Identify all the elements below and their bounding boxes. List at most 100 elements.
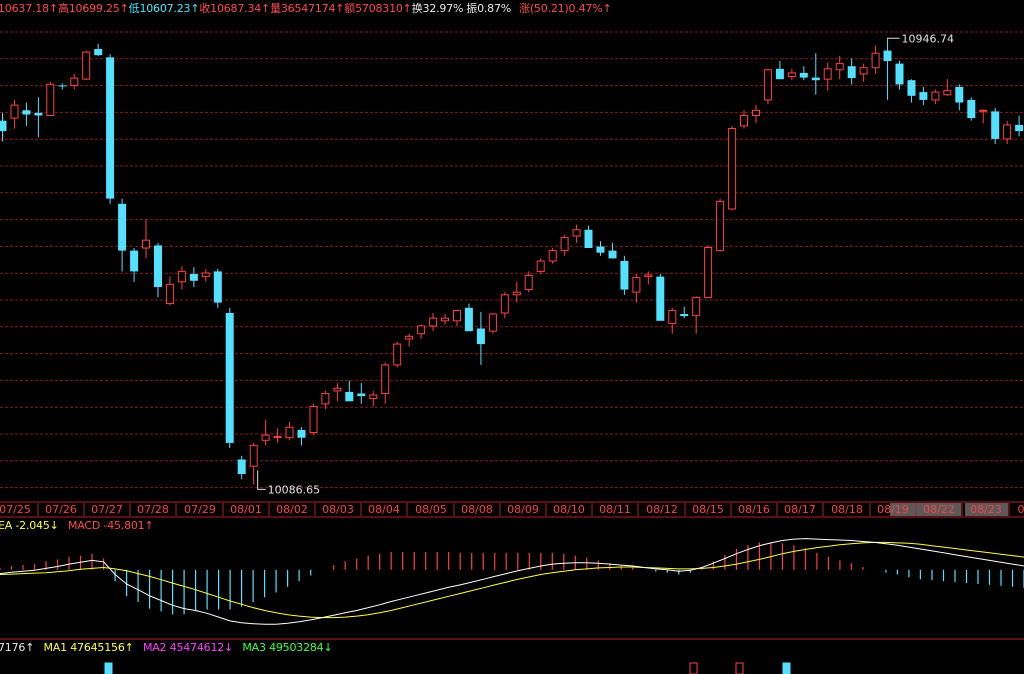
volume-info-bar: 7176↑ MA1 47645156↑ MA2 45474612↓ MA3 49… <box>0 641 333 654</box>
date-label: 08/15 <box>692 503 724 516</box>
candle <box>740 110 748 129</box>
amplitude-value: 0.87% <box>477 2 512 15</box>
candle <box>177 266 186 290</box>
candle <box>0 112 7 142</box>
date-label: 08/01 <box>230 503 262 516</box>
candle <box>548 248 557 264</box>
candle <box>775 61 784 80</box>
candle <box>811 53 820 95</box>
candle <box>919 86 928 106</box>
candle <box>787 68 796 81</box>
volume-bar <box>689 662 698 674</box>
candle <box>512 281 521 303</box>
change-value: (50.21)0.47%↑ <box>529 2 612 15</box>
candle <box>213 268 222 308</box>
candle <box>955 84 964 111</box>
candle <box>273 428 282 443</box>
volume-value: 36547174↑ <box>280 2 345 15</box>
candle <box>752 105 760 124</box>
candle <box>967 97 976 121</box>
candle <box>524 271 533 293</box>
date-label: 08/11 <box>599 503 631 516</box>
date-label: 07/26 <box>45 503 77 516</box>
candle <box>799 66 808 81</box>
candle <box>189 267 198 287</box>
candle <box>871 45 880 74</box>
date-label: 0 <box>1018 503 1024 516</box>
candle <box>369 390 378 407</box>
dea-value: EA -2.045↓ <box>0 519 59 532</box>
candle <box>46 81 55 117</box>
date-label: 08/19 <box>877 503 909 516</box>
low-value: 10607.23↑ <box>139 2 200 15</box>
high-label: 高 <box>57 2 69 15</box>
low-marker-label: 10086.65 <box>268 483 321 496</box>
candle <box>261 419 270 446</box>
amplitude-label: 振 <box>466 2 478 15</box>
candle <box>979 109 988 124</box>
macd-panel <box>0 538 1024 625</box>
price-info-bar: 10637.18↑高10699.25↑低10607.23↑收10687.34↑量… <box>0 0 612 16</box>
low-marker-line <box>257 470 266 490</box>
candle <box>225 307 234 448</box>
candle <box>464 303 473 332</box>
candle <box>620 255 629 295</box>
ma3-value: MA3 49503284↓ <box>242 641 333 654</box>
candle <box>142 219 150 259</box>
candle <box>823 62 832 91</box>
candle <box>321 390 330 410</box>
candle <box>357 383 366 404</box>
candle <box>453 309 461 326</box>
candle <box>82 50 91 81</box>
candle <box>34 97 43 138</box>
volume-bar <box>104 662 113 674</box>
turnover-label: 换 <box>411 2 423 15</box>
candle <box>333 383 342 402</box>
candle <box>10 99 19 129</box>
date-highlight <box>965 503 1008 516</box>
dea-line <box>0 541 1024 619</box>
candle <box>154 242 162 298</box>
high-value: 10699.25↑ <box>68 2 129 15</box>
candle <box>907 79 916 103</box>
candle <box>1015 115 1024 137</box>
volume-label: 量 <box>270 2 281 15</box>
date-label: 07/29 <box>184 503 216 516</box>
candle <box>704 245 713 299</box>
date-label: 08/22 <box>923 503 955 516</box>
amount-label: 额 <box>344 2 356 15</box>
candle <box>632 274 641 303</box>
candle <box>584 225 593 248</box>
candle <box>668 307 677 334</box>
dif-line <box>0 538 1024 625</box>
low-label: 低 <box>128 2 140 15</box>
candle <box>309 403 318 436</box>
date-label: 08/04 <box>368 503 400 516</box>
candle <box>405 333 414 347</box>
candle <box>201 268 210 282</box>
price-grid <box>0 31 1024 640</box>
candle <box>991 107 1000 145</box>
volume-bar <box>735 662 744 674</box>
volume-panel <box>104 662 791 674</box>
candle <box>883 39 892 100</box>
ma1-value: MA1 47645156↑ <box>43 641 134 654</box>
date-label: 08/05 <box>415 503 447 516</box>
candle <box>1003 120 1012 145</box>
turnover-value: 32.97% <box>422 2 464 15</box>
candle <box>249 442 258 485</box>
date-label: 07/25 <box>0 503 31 516</box>
date-axis: 07/25 07/26 07/27 07/28 07/29 08/01 08/02 08/03… <box>0 503 1024 516</box>
candle <box>345 380 354 402</box>
candle <box>22 102 31 126</box>
candle <box>692 296 701 334</box>
candle <box>94 43 103 56</box>
volume-current: 7176↑ <box>0 641 35 654</box>
candle <box>106 54 115 204</box>
candle <box>118 198 127 272</box>
candle <box>596 241 605 256</box>
date-label: 08/10 <box>553 503 585 516</box>
candle <box>859 63 868 82</box>
candle <box>608 242 617 259</box>
macd-info-bar: EA -2.045↓ MACD -45.801↑ <box>0 519 154 532</box>
